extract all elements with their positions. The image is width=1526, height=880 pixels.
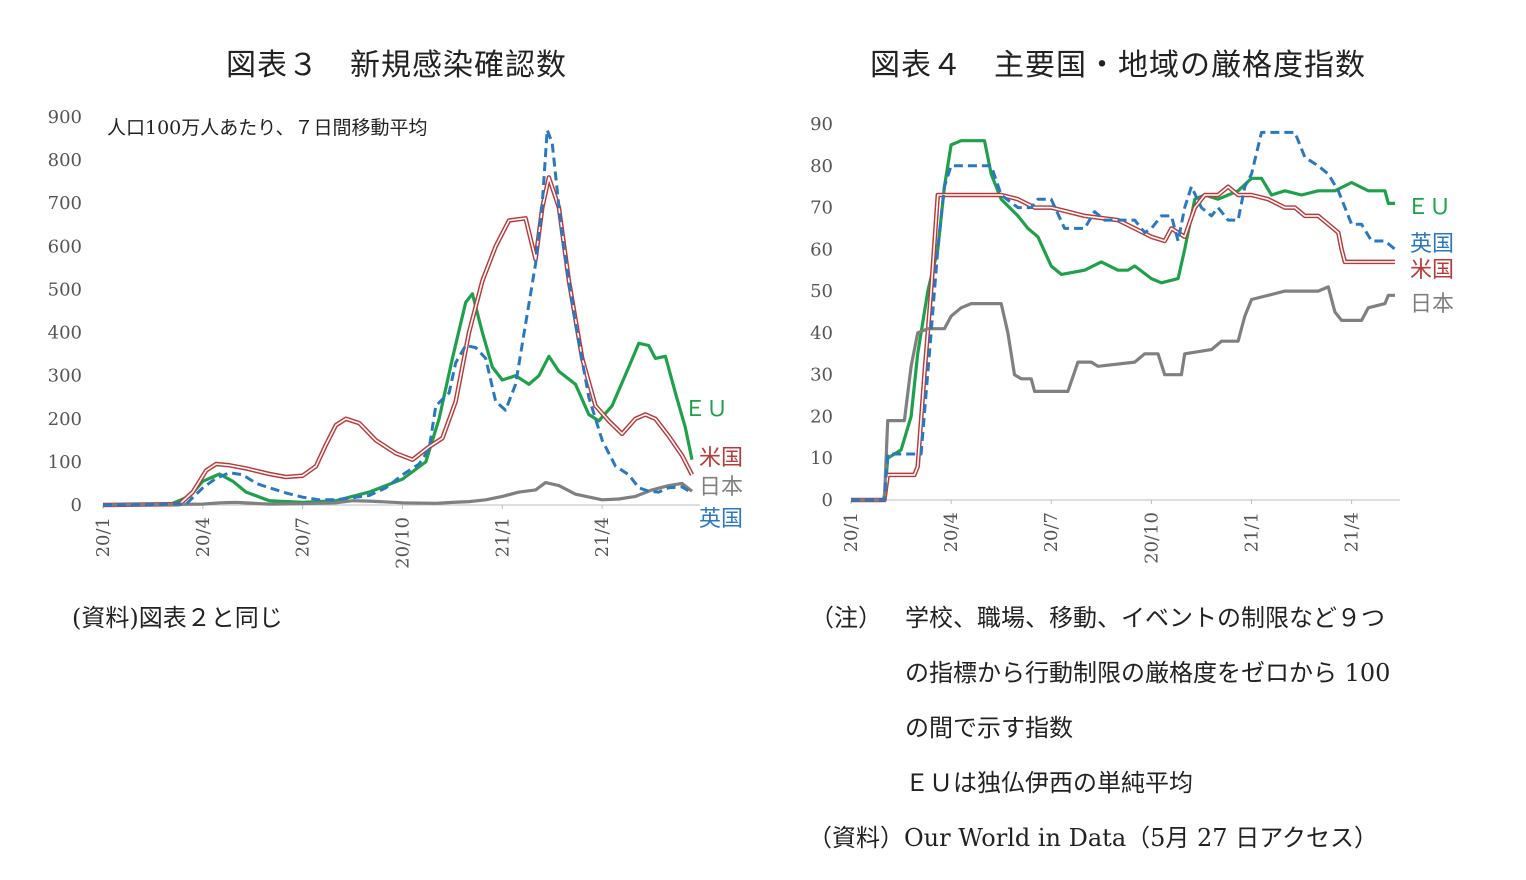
c1-xtick-label: 21/4 [592,517,613,557]
legend2-jp: 日本 [1410,292,1454,317]
note-line-1: 学校、職場、移動、イベントの制限など９つ [905,604,1385,632]
legend2-us: 米国 [1410,258,1454,283]
note-line-4: ＥＵは独仏伊西の単純平均 [905,769,1193,797]
c1-ytick-label: 0 [71,495,82,516]
c2-ytick-label: 80 [810,156,833,177]
legend2-eu: ＥＵ [1407,195,1451,220]
figure3-title: 図表３ 新規感染確認数 [226,48,567,83]
c2-ytick-label: 40 [810,323,833,344]
legend2-uk: 英国 [1410,232,1454,257]
c1-ytick-label: 400 [48,323,82,344]
note-line-2: の指標から行動制限の厳格度をゼロから 100 [905,659,1391,687]
c2-ytick-label: 20 [810,406,833,427]
c1-xtick-label: 20/10 [392,517,413,569]
c2-xtick-label: 20/4 [941,512,962,552]
c1-series-0 [102,292,694,507]
c1-xtick-label: 21/1 [492,517,513,557]
c1-xtick-label: 20/1 [93,517,114,557]
figure4-source: （資料）Our World in Data（5月 27 日アクセス） [808,824,1378,852]
c1-xtick-label: 20/4 [193,517,214,557]
c1-series-1-inner [102,176,693,506]
c1-ytick-label: 900 [48,107,82,128]
c2-ytick-label: 50 [810,281,833,302]
c2-xtick-label: 21/4 [1342,512,1363,552]
c2-ytick-label: 10 [810,448,833,469]
c2-xtick-label: 20/10 [1141,512,1162,564]
legend-uk: 英国 [699,507,743,532]
c1-ytick-label: 600 [48,236,82,257]
figure3-source: (資料)図表２と同じ [72,604,283,632]
c1-ytick-label: 300 [48,366,82,387]
note-line-3: の間で示す指数 [905,714,1073,742]
c2-xtick-label: 21/1 [1241,512,1262,552]
legend-eu: ＥＵ [684,397,728,422]
legend-jp: 日本 [699,475,743,500]
legend-us: 米国 [699,446,743,471]
c2-xtick-label: 20/1 [841,512,862,552]
c1-ytick-label: 100 [48,452,82,473]
c2-ytick-label: 0 [822,490,833,511]
c1-ytick-label: 500 [48,279,82,300]
c1-ytick-label: 200 [48,409,82,430]
c2-series-3 [851,130,1396,502]
c1-ytick-label: 700 [48,193,82,214]
figure4-title: 図表４ 主要国・地域の厳格度指数 [870,48,1366,83]
chart-annotation: 人口100万人あたり、７日間移動平均 [107,117,428,139]
c2-ytick-label: 90 [810,114,833,135]
c2-ytick-label: 60 [810,239,833,260]
c1-xtick-label: 20/7 [293,517,314,557]
c2-series-0 [851,139,1395,502]
c2-series-1-inner [851,185,1395,501]
c2-ytick-label: 70 [810,198,833,219]
c1-series-2 [102,481,693,507]
c1-ytick-label: 800 [48,150,82,171]
c2-series-2 [851,285,1395,502]
c2-ytick-label: 30 [810,365,833,386]
c2-series-1-outer [851,184,1395,503]
c1-series-3 [102,128,693,507]
c2-xtick-label: 20/7 [1041,512,1062,552]
note-label: （注） [810,604,882,632]
